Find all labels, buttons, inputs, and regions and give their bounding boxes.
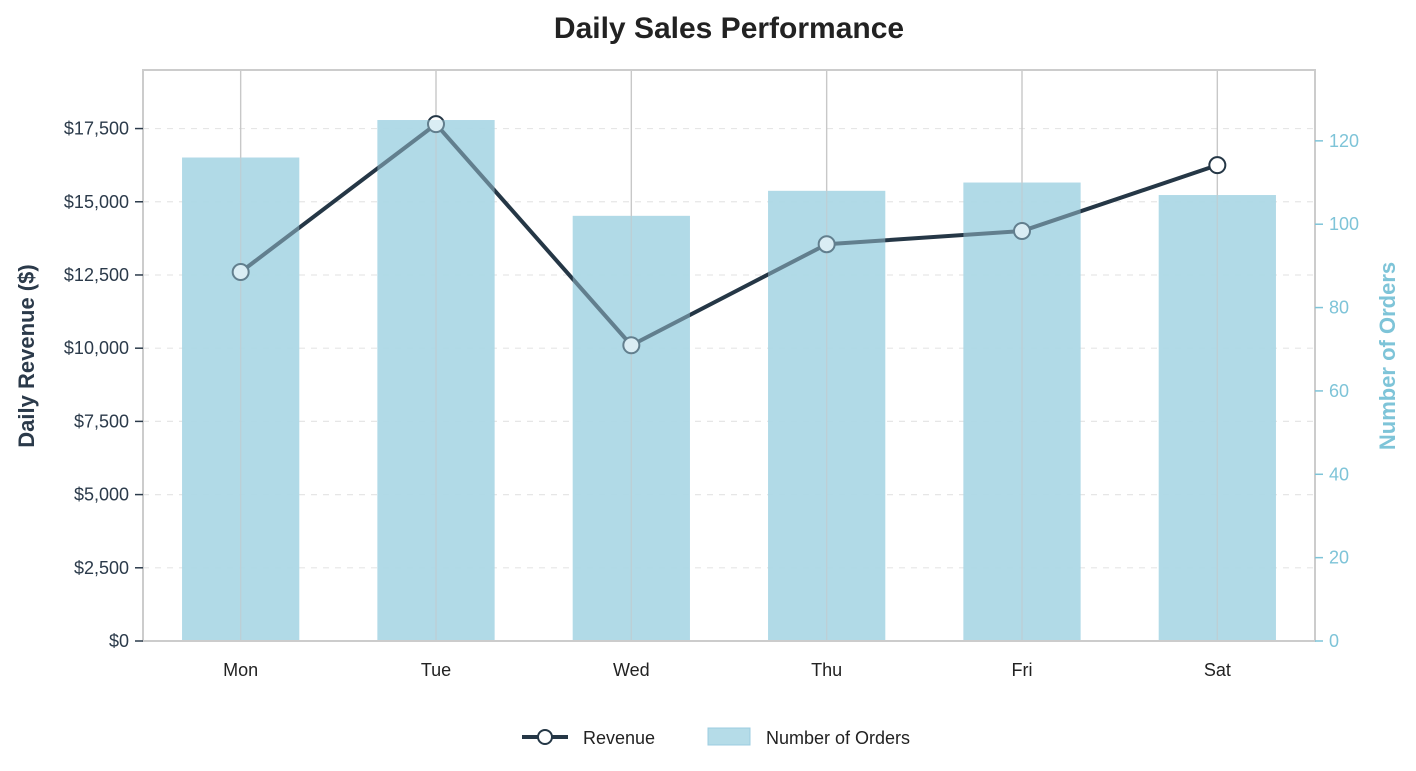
y-axis-label-right: Number of Orders [1375, 262, 1400, 450]
x-tick-label-thu: Thu [811, 660, 842, 680]
axes-layer: $0 $2,500 $5,000 $7,500 $10,000 $12,500 $15,00… [64, 69, 1359, 680]
y-tick-label-left: $2,500 [74, 558, 129, 578]
y-tick-label-right: 80 [1329, 298, 1349, 318]
bar-overlay-sat [1158, 195, 1276, 641]
x-tick-label-wed: Wed [613, 660, 650, 680]
revenue-point-thu [817, 235, 836, 254]
legend-orders-swatch [707, 727, 751, 746]
y-tick-label-right: 0 [1329, 631, 1339, 651]
x-tick-label-mon: Mon [223, 660, 258, 680]
bar-overlay-thu [768, 190, 886, 642]
y-tick-label-left: $5,000 [74, 485, 129, 505]
bar-overlay-mon [182, 157, 300, 641]
y-tick-label-right: 20 [1329, 548, 1349, 568]
revenue-point-mon [231, 263, 250, 282]
y-tick-label-right: 100 [1329, 214, 1359, 234]
x-tick-label-sat: Sat [1204, 660, 1231, 680]
bar-layer [182, 120, 1276, 642]
revenue-point-sat [1208, 156, 1227, 175]
y-tick-label-left: $10,000 [64, 338, 129, 358]
revenue-point-wed [622, 336, 641, 355]
y-tick-label-right: 60 [1329, 381, 1349, 401]
bar-overlay-fri [963, 182, 1081, 642]
x-tick-label-tue: Tue [421, 660, 451, 680]
y-tick-label-right: 40 [1329, 464, 1349, 484]
bar-overlay-tue [377, 120, 495, 642]
revenue-point-tue [427, 115, 445, 134]
legend-revenue-label: Revenue [583, 728, 655, 748]
revenue-line [239, 122, 1218, 348]
grid-layer [143, 127, 1315, 569]
chart-title: Daily Sales Performance [554, 12, 904, 45]
y-tick-label-left: $15,000 [64, 192, 129, 212]
y-tick-label-left: $7,500 [74, 411, 129, 431]
y-tick-label-left: $12,500 [64, 265, 129, 285]
y-tick-label-left: $0 [109, 631, 129, 651]
legend: Revenue Number of Orders [522, 727, 910, 748]
y-tick-label-right: 120 [1329, 131, 1359, 151]
legend-revenue-marker [537, 729, 553, 745]
plot-frame [142, 69, 1316, 642]
y-tick-label-left: $17,500 [64, 119, 129, 139]
revenue-point-fri [1013, 222, 1031, 241]
legend-orders-label: Number of Orders [766, 728, 910, 748]
vertical-grid-layer [239, 70, 1219, 641]
bar-overlay-wed [572, 215, 690, 641]
y-axis-label-left: Daily Revenue ($) [14, 264, 39, 447]
x-tick-label-fri: Fri [1012, 660, 1033, 680]
line-layer [182, 115, 1276, 642]
